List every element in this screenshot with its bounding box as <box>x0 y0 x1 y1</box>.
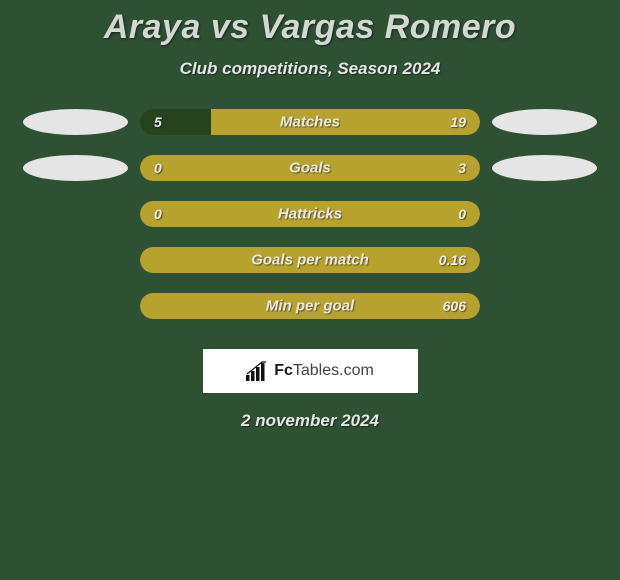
stat-row: 5 19 Matches <box>0 109 620 135</box>
spacer <box>23 293 128 319</box>
stat-row: 0 0 Hattricks <box>0 201 620 227</box>
source-badge[interactable]: FcTables.com <box>203 349 418 393</box>
bars-icon <box>246 361 268 381</box>
stat-label: Hattricks <box>278 206 342 223</box>
spacer <box>492 201 597 227</box>
stat-label: Min per goal <box>266 298 354 315</box>
bar-segment-right <box>211 109 480 135</box>
stat-value-right: 0 <box>458 206 466 222</box>
stat-value-right: 3 <box>458 160 466 176</box>
stat-value-right: 606 <box>443 298 466 314</box>
stat-value-left: 0 <box>154 206 162 222</box>
stat-bar: 0 3 Goals <box>140 155 480 181</box>
stat-value-right: 19 <box>450 114 466 130</box>
player-marker-left <box>23 109 128 135</box>
spacer <box>492 293 597 319</box>
player-marker-right <box>492 109 597 135</box>
player-marker-right <box>492 155 597 181</box>
comparison-widget: Araya vs Vargas Romero Club competitions… <box>0 0 620 431</box>
badge-suffix: Tables.com <box>293 362 374 379</box>
player-marker-left <box>23 155 128 181</box>
stat-bar: 0 0 Hattricks <box>140 201 480 227</box>
page-title: Araya vs Vargas Romero <box>0 8 620 47</box>
stat-value-left: 0 <box>154 160 162 176</box>
subtitle: Club competitions, Season 2024 <box>0 59 620 79</box>
stat-row: 606 Min per goal <box>0 293 620 319</box>
stat-row: 0 3 Goals <box>0 155 620 181</box>
stat-bar: 0.16 Goals per match <box>140 247 480 273</box>
spacer <box>23 201 128 227</box>
stat-value-left: 5 <box>154 114 162 130</box>
badge-text: FcTables.com <box>274 362 374 380</box>
badge-prefix: Fc <box>274 362 293 379</box>
stat-label: Matches <box>280 114 340 131</box>
stat-value-right: 0.16 <box>439 252 466 268</box>
bar-segment-left <box>140 109 211 135</box>
stat-bar: 5 19 Matches <box>140 109 480 135</box>
stat-bar: 606 Min per goal <box>140 293 480 319</box>
stat-label: Goals <box>289 160 331 177</box>
stat-label: Goals per match <box>251 252 369 269</box>
stat-rows: 5 19 Matches 0 3 Goals 0 0 Hattricks 0.16 Goals pe… <box>0 109 620 319</box>
date-text: 2 november 2024 <box>0 411 620 431</box>
spacer <box>492 247 597 273</box>
stat-row: 0.16 Goals per match <box>0 247 620 273</box>
spacer <box>23 247 128 273</box>
